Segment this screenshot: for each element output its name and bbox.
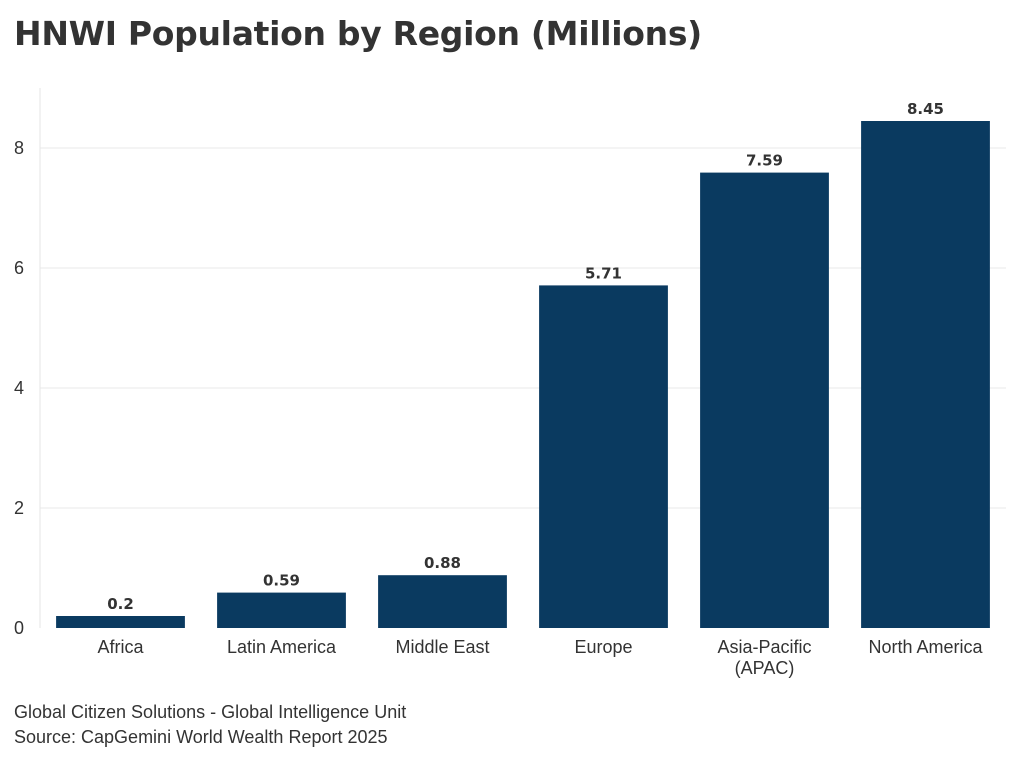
data-label: 8.45 <box>907 100 944 118</box>
bar <box>539 285 668 628</box>
x-tick-label: North America <box>868 637 983 657</box>
x-tick-label: Africa <box>97 637 144 657</box>
gridlines <box>40 147 1006 509</box>
data-label: 7.59 <box>746 152 783 170</box>
data-labels: 0.2 0.59 0.88 5.71 7.59 8.45 <box>107 100 944 613</box>
y-tick-label: 0 <box>14 618 24 638</box>
footer-source: Source: CapGemini World Wealth Report 20… <box>14 727 388 747</box>
y-tick-label: 2 <box>14 498 24 518</box>
x-tick-label: Asia-Pacific (APAC) <box>717 637 811 678</box>
x-tick-label: Middle East <box>395 637 489 657</box>
x-tick-label: Latin America <box>227 637 337 657</box>
y-tick-labels: 0 2 4 6 8 <box>14 138 24 638</box>
footer-credit: Global Citizen Solutions - Global Intell… <box>14 702 407 722</box>
y-tick-label: 8 <box>14 138 24 158</box>
bar <box>217 592 346 628</box>
x-tick-label: Europe <box>574 637 632 657</box>
bar <box>861 121 990 628</box>
bars <box>56 121 990 628</box>
bar <box>700 172 829 628</box>
y-tick-label: 6 <box>14 258 24 278</box>
data-label: 0.88 <box>424 554 461 572</box>
footer: Global Citizen Solutions - Global Intell… <box>14 700 406 750</box>
chart-title: HNWI Population by Region (Millions) <box>14 14 702 53</box>
x-tick-labels: Africa Latin America Middle East Europe Asia… <box>97 637 983 678</box>
data-label: 5.71 <box>585 264 622 282</box>
bar-chart: 0 2 4 6 8 0.2 0.59 0.88 5.71 7.59 8.45 Africa Lati… <box>14 88 1006 678</box>
data-label: 0.59 <box>263 572 300 590</box>
y-tick-label: 4 <box>14 378 24 398</box>
bar <box>56 616 185 628</box>
data-label: 0.2 <box>107 595 134 613</box>
bar <box>378 575 507 628</box>
